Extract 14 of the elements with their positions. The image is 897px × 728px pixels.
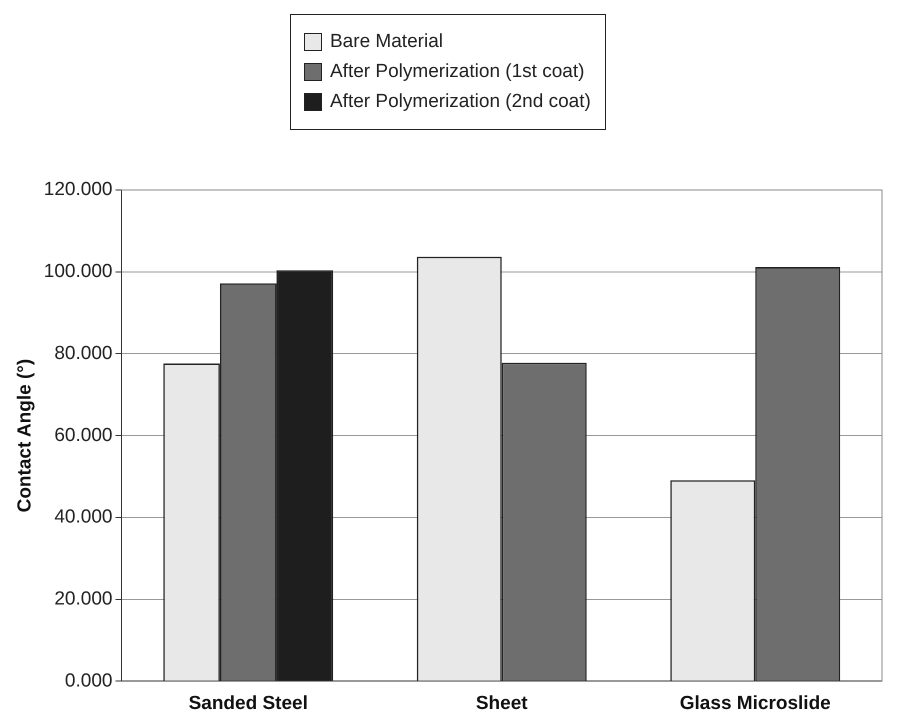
y-tick-label: 0.000 — [64, 670, 112, 692]
x-tick-label: Sheet — [476, 692, 528, 714]
y-axis-title: Contact Angle (°) — [14, 358, 36, 512]
legend-label: After Polymerization (1st coat) — [330, 61, 584, 83]
x-tick-label: Sanded Steel — [188, 692, 308, 714]
y-tick-label: 20.000 — [54, 588, 112, 610]
legend-label: After Polymerization (2nd coat) — [330, 91, 591, 113]
y-tick-label: 60.000 — [54, 424, 112, 446]
y-tick-label: 40.000 — [54, 506, 112, 528]
legend-label: Bare Material — [330, 31, 443, 53]
y-tick-label: 80.000 — [54, 342, 112, 364]
y-tick-label: 100.000 — [44, 261, 112, 282]
x-tick-label: Glass Microslide — [680, 692, 831, 714]
y-tick-label: 120.000 — [44, 179, 112, 200]
